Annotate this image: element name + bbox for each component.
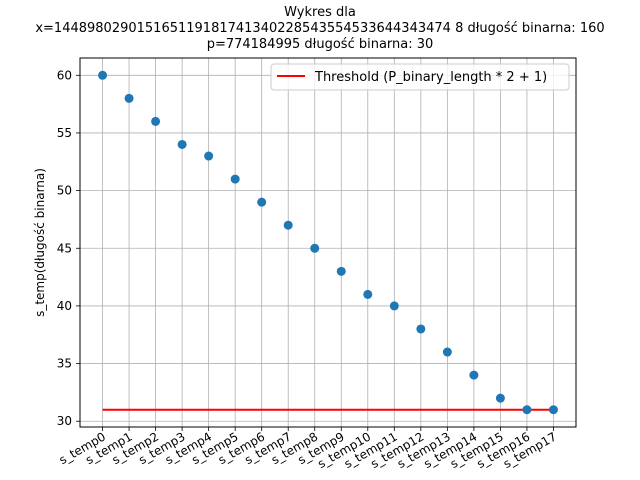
y-tick-label: 45: [57, 241, 72, 255]
scatter-points: [98, 70, 558, 415]
data-point: [98, 70, 108, 80]
data-point: [257, 197, 267, 207]
data-point: [177, 139, 187, 149]
data-point: [469, 370, 479, 380]
data-point: [522, 405, 532, 415]
data-point: [230, 174, 240, 184]
data-point: [548, 405, 558, 415]
y-tick-label: 60: [57, 68, 72, 82]
data-point: [442, 347, 452, 357]
title-line-0: Wykres dla: [284, 5, 356, 20]
data-point: [336, 266, 346, 276]
data-point: [363, 289, 373, 299]
y-axis-label: s_temp(długość binarna): [33, 168, 47, 317]
y-tick-label: 40: [57, 299, 72, 313]
data-point: [389, 301, 399, 311]
legend-box: [270, 63, 570, 91]
data-point: [495, 393, 505, 403]
data-point: [416, 324, 426, 334]
data-point: [151, 116, 161, 126]
y-tick-label: 55: [57, 126, 72, 140]
y-tick-label: 50: [57, 184, 72, 198]
title-line-2: p=774184995 długość binarna: 30: [207, 37, 434, 52]
data-point: [204, 151, 214, 161]
plot-frame: [79, 57, 577, 428]
legend-threshold-label: Threshold (P_binary_length * 2 + 1): [314, 70, 547, 85]
legend: Threshold (P_binary_length * 2 + 1): [270, 63, 570, 91]
data-point: [283, 220, 293, 230]
data-point: [310, 243, 320, 253]
chart-title: Wykres dlax=1448980290151651191817413402…: [35, 5, 604, 52]
y-tick-label: 35: [57, 357, 72, 371]
grid: [80, 58, 576, 427]
y-tick-label: 30: [57, 414, 72, 428]
data-point: [124, 93, 134, 103]
title-line-1: x=14489802901516511918174134022854355453…: [35, 21, 604, 36]
